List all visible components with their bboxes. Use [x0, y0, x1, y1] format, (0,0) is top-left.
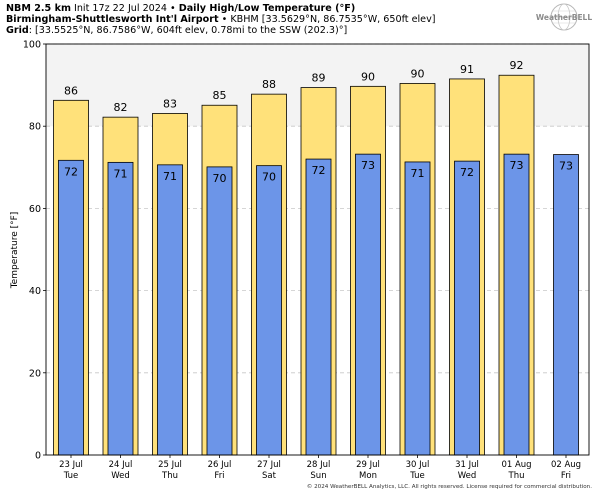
- x-tick-date: 25 Jul: [158, 460, 182, 470]
- high-value-label: 83: [163, 97, 177, 110]
- x-tick-weekday: Wed: [111, 471, 130, 481]
- bars: 86 72 82 71 83 71 85 70 88 70 89 72 90 73 90 71 91 72 92 73…: [53, 59, 579, 456]
- weatherbell-logo: WeatherBELL: [532, 2, 596, 32]
- high-value-label: 88: [262, 78, 276, 91]
- high-value-label: 92: [510, 59, 524, 72]
- y-axis-label: Temperature [°F]: [10, 212, 20, 290]
- x-tick-date: 31 Jul: [455, 460, 479, 470]
- y-tick-label: 60: [29, 204, 41, 215]
- station-name: Birmingham-Shuttlesworth Int'l Airport: [6, 14, 219, 25]
- high-value-label: 86: [64, 84, 78, 97]
- high-value-label: 90: [361, 70, 375, 83]
- low-value-label: 70: [262, 171, 276, 184]
- x-tick-weekday: Thu: [508, 471, 525, 481]
- x-tick-weekday: Thu: [161, 471, 178, 481]
- x-tick-weekday: Fri: [561, 471, 571, 481]
- low-bar: [58, 159, 84, 456]
- x-tick-date: 30 Jul: [406, 460, 430, 470]
- x-tick-date: 26 Jul: [208, 460, 232, 470]
- high-value-label: 90: [411, 67, 425, 80]
- low-value-label: 73: [559, 160, 573, 173]
- y-tick-label: 100: [23, 40, 41, 51]
- header-line-3: Grid: [33.5525°N, 86.7586°W, 604ft elev,…: [6, 25, 347, 37]
- low-value-label: 72: [64, 165, 78, 178]
- y-tick-label: 0: [35, 451, 41, 462]
- low-value-label: 71: [411, 167, 425, 180]
- low-bar: [355, 153, 381, 456]
- high-value-label: 89: [312, 72, 326, 85]
- low-bar: [107, 161, 134, 456]
- x-tick-weekday: Sun: [310, 471, 326, 481]
- station-info: • KBHM [33.5629°N, 86.7535°W, 650ft elev…: [218, 14, 436, 25]
- weatherbell-globe-icon: WeatherBELL: [536, 3, 592, 31]
- logo-text: WeatherBELL: [536, 13, 592, 22]
- y-tick-label: 20: [29, 368, 41, 379]
- x-tick-date: 29 Jul: [356, 460, 380, 470]
- x-tick-weekday: Tue: [63, 471, 79, 481]
- y-tick-label: 40: [29, 286, 41, 297]
- low-value-label: 71: [163, 170, 177, 183]
- x-tick-date: 02 Aug: [551, 460, 581, 470]
- x-tick-date: 27 Jul: [257, 460, 281, 470]
- header-line-2: Birmingham-Shuttlesworth Int'l Airport •…: [6, 14, 436, 26]
- x-tick-weekday: Sat: [262, 471, 277, 481]
- high-value-label: 82: [114, 101, 128, 114]
- low-value-label: 73: [510, 159, 524, 172]
- low-value-label: 72: [312, 164, 326, 177]
- x-tick-date: 01 Aug: [501, 460, 531, 470]
- x-tick-weekday: Fri: [214, 471, 224, 481]
- x-tick-weekday: Wed: [458, 471, 477, 481]
- header-line-1: NBM 2.5 km Init 17z 22 Jul 2024 • Daily …: [6, 3, 355, 15]
- low-value-label: 73: [361, 159, 375, 172]
- x-tick-weekday: Tue: [409, 471, 425, 481]
- low-bar: [305, 158, 332, 456]
- x-tick-date: 28 Jul: [307, 460, 331, 470]
- low-bar: [206, 166, 233, 456]
- low-value-label: 71: [114, 167, 128, 180]
- grid-info: : [33.5525°N, 86.7586°W, 604ft elev, 0.7…: [28, 25, 348, 36]
- copyright-text: © 2024 WeatherBELL Analytics, LLC. All r…: [306, 484, 592, 490]
- model-name: NBM 2.5 km: [6, 3, 71, 14]
- x-tick-date: 23 Jul: [59, 460, 83, 470]
- low-bar: [256, 165, 282, 456]
- low-bar: [157, 164, 183, 456]
- low-bar: [503, 153, 530, 456]
- low-bar: [404, 161, 431, 456]
- x-tick-weekday: Mon: [359, 471, 377, 481]
- low-bar: [454, 160, 480, 456]
- grid-label: Grid: [6, 25, 29, 36]
- init-time: Init 17z 22 Jul 2024 •: [70, 3, 179, 14]
- low-value-label: 70: [213, 172, 227, 185]
- low-value-label: 72: [460, 166, 474, 179]
- chart-title: Daily High/Low Temperature (°F): [178, 3, 356, 14]
- plot-frame: [45, 43, 590, 456]
- x-tick-date: 24 Jul: [109, 460, 133, 470]
- high-value-label: 85: [213, 89, 227, 102]
- low-bar: [553, 154, 579, 456]
- high-value-label: 91: [460, 63, 474, 76]
- y-tick-label: 80: [29, 122, 41, 133]
